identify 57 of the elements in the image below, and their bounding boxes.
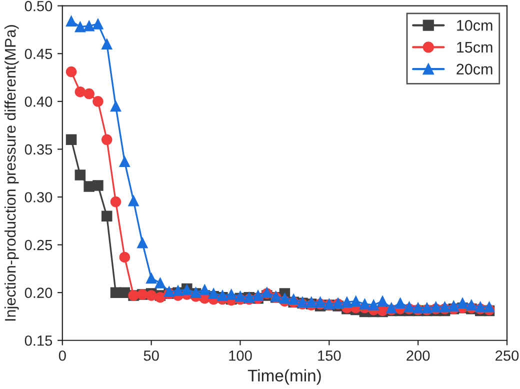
point [359, 298, 370, 310]
x-tick-label: 50 [144, 350, 159, 361]
point [394, 298, 406, 308]
point [199, 284, 210, 296]
point [137, 238, 148, 248]
x-axis-title: Time(min) [248, 369, 321, 385]
point [484, 302, 495, 312]
legend-label: 10cm [457, 20, 492, 31]
point [279, 292, 290, 304]
y-tick-label: 0.45 [24, 48, 52, 60]
point [252, 290, 264, 301]
x-tick-label: 0 [58, 350, 66, 361]
y-tick-label: 0.25 [24, 240, 52, 250]
x-tick-label: 150 [318, 350, 341, 361]
point [466, 300, 477, 310]
y-tick-label: 0.35 [24, 144, 52, 155]
point [226, 289, 237, 300]
point [92, 96, 104, 107]
point [288, 294, 299, 305]
point [146, 272, 157, 284]
legend-label: 15cm [457, 42, 492, 53]
point [101, 210, 112, 222]
point [448, 300, 460, 312]
point [101, 134, 112, 146]
point [350, 296, 362, 307]
x-tick-label: 100 [229, 350, 252, 361]
point [74, 21, 86, 32]
point [377, 296, 388, 307]
x-tick-label: 250 [496, 350, 519, 361]
point [92, 18, 104, 30]
y-tick-label: 0.20 [24, 288, 52, 298]
y-tick-label: 0.40 [24, 96, 52, 107]
point [101, 38, 112, 50]
point [84, 20, 94, 32]
point [84, 88, 94, 100]
point [74, 170, 86, 180]
point [66, 134, 77, 146]
point [128, 195, 139, 206]
point [66, 16, 77, 27]
y-tick-label: 0.15 [24, 335, 52, 346]
point [110, 196, 122, 208]
point [110, 100, 122, 112]
legend-label: 20cm [456, 64, 492, 75]
point [119, 156, 130, 168]
point [457, 298, 468, 308]
point [342, 296, 352, 308]
point [92, 180, 104, 191]
point [208, 288, 219, 299]
point [66, 66, 77, 78]
point [119, 252, 130, 263]
y-tick-label: 0.30 [24, 192, 52, 202]
x-tick-label: 200 [406, 350, 430, 361]
y-axis-title: Injection-production pressure different(MPa) [4, 25, 19, 321]
point [154, 278, 166, 288]
point [74, 86, 86, 98]
point [368, 300, 379, 310]
y-tick-label: 0.50 [24, 0, 52, 12]
